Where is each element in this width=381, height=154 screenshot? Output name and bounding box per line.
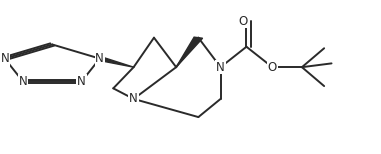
- Text: N: N: [95, 52, 104, 65]
- Text: N: N: [77, 75, 86, 88]
- Text: N: N: [0, 52, 9, 65]
- Text: O: O: [239, 14, 248, 28]
- Polygon shape: [176, 37, 203, 67]
- Text: N: N: [19, 75, 27, 88]
- Text: N: N: [216, 61, 225, 74]
- Text: O: O: [268, 61, 277, 74]
- Polygon shape: [98, 57, 134, 67]
- Text: N: N: [129, 92, 138, 105]
